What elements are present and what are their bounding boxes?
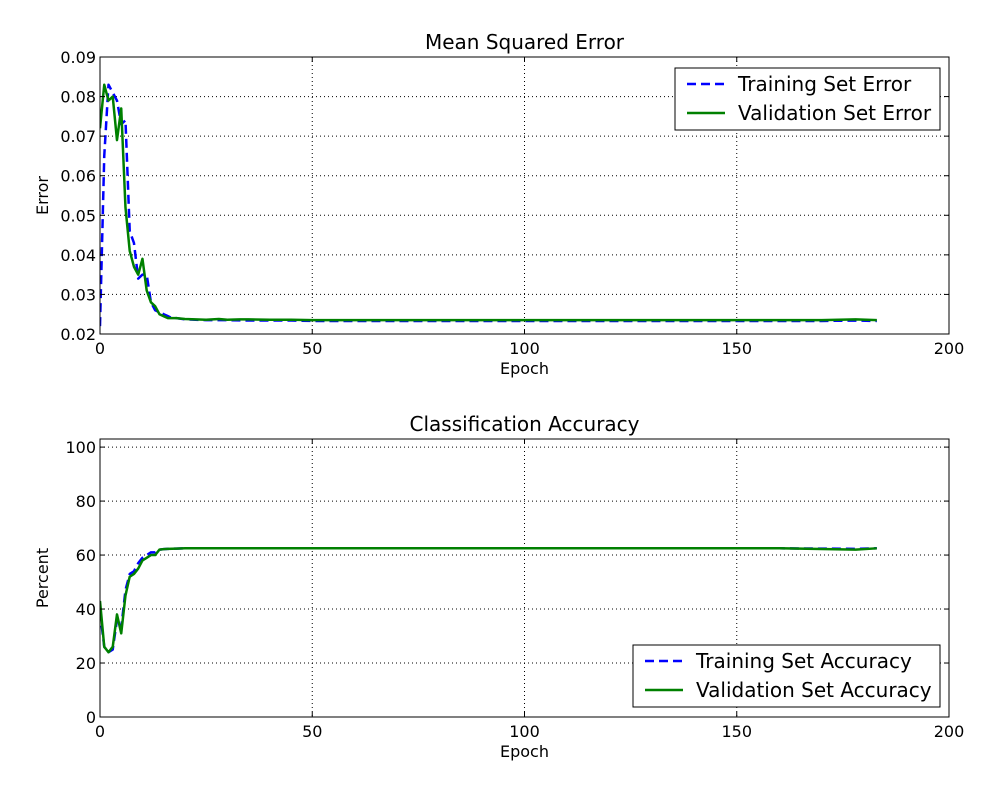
mse-y-tick-label: 0.08: [60, 88, 96, 107]
accuracy-legend-label-validation: Validation Set Accuracy: [696, 678, 932, 702]
accuracy-y-axis-title: Percent: [33, 548, 52, 608]
mse-y-tick-label: 0.06: [60, 167, 96, 186]
mse-legend-label-validation: Validation Set Error: [738, 101, 932, 125]
mse-legend: Training Set Error Validation Set Error: [674, 67, 941, 131]
accuracy-y-tick-label: 40: [76, 600, 96, 619]
accuracy-series-validation-line: [100, 547, 877, 654]
accuracy-x-tick-label: 100: [509, 722, 540, 741]
mse-x-tick-label: 200: [934, 339, 965, 358]
mse-y-tick-label: 0.04: [60, 246, 96, 265]
accuracy-legend: Training Set Accuracy Validation Set Accu…: [632, 644, 941, 708]
accuracy-x-axis-title: Epoch: [500, 742, 549, 761]
accuracy-x-tick-label: 150: [721, 722, 752, 741]
accuracy-chart-title: Classification Accuracy: [410, 412, 640, 436]
mse-panel: 0 50 100 150 200 0.02 0.03 0.04 0.05 0.06 0.07 0.08…: [33, 30, 964, 378]
accuracy-y-tick-label: 80: [76, 492, 96, 511]
mse-series-validation-line: [100, 83, 877, 322]
accuracy-y-tick-label: 60: [76, 546, 96, 565]
mse-y-tick-label: 0.09: [60, 48, 96, 67]
mse-y-tick-label: 0.02: [60, 325, 96, 344]
mse-y-tick-label: 0.03: [60, 285, 96, 304]
accuracy-y-tick-label: 20: [76, 654, 96, 673]
mse-x-tick-label: 150: [721, 339, 752, 358]
accuracy-legend-box: [632, 644, 941, 708]
accuracy-legend-label-training: Training Set Accuracy: [695, 649, 912, 673]
mse-legend-box: [674, 67, 941, 131]
mse-legend-label-training: Training Set Error: [737, 72, 912, 96]
accuracy-x-tick-label: 0: [95, 722, 105, 741]
accuracy-x-tick-label: 200: [934, 722, 965, 741]
mse-x-tick-label: 100: [509, 339, 540, 358]
mse-x-axis-title: Epoch: [500, 359, 549, 378]
accuracy-x-tick-label: 50: [302, 722, 322, 741]
mse-y-tick-label: 0.07: [60, 127, 96, 146]
mse-x-tick-label: 50: [302, 339, 322, 358]
mse-y-axis-title: Error: [33, 176, 52, 215]
accuracy-panel: 0 50 100 150 200 0 20 40 60 80 100 Classification A…: [33, 412, 964, 761]
mse-y-tick-label: 0.05: [60, 206, 96, 225]
accuracy-y-tick-label: 100: [65, 438, 96, 457]
mse-chart-title: Mean Squared Error: [425, 30, 625, 54]
accuracy-y-tick-label: 0: [86, 708, 96, 727]
mse-x-tick-label: 0: [95, 339, 105, 358]
